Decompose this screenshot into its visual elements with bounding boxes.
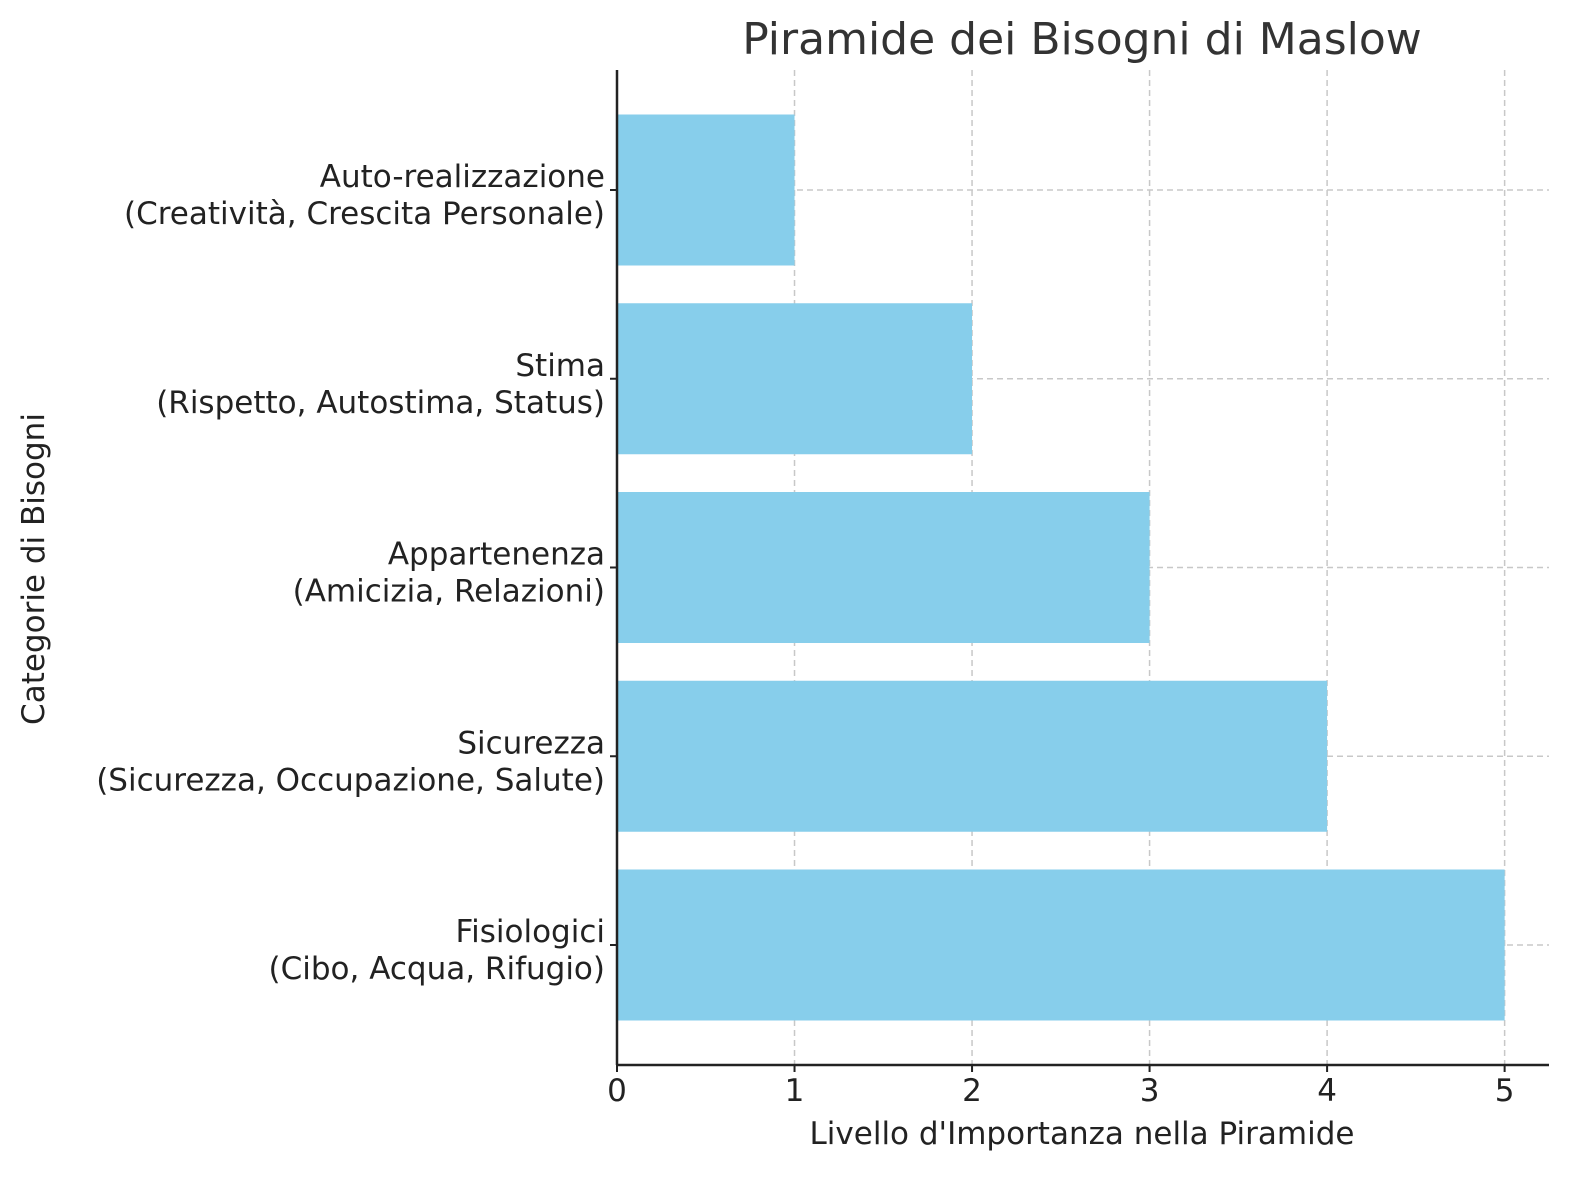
- x-tick-label: 5: [1495, 1073, 1515, 1109]
- category-label-line: Appartenenza: [388, 537, 605, 573]
- category-label: Appartenenza (Amicizia, Relazioni): [293, 537, 605, 610]
- chart-title: Piramide dei Bisogni di Maslow: [742, 14, 1422, 65]
- bar: [617, 492, 1150, 643]
- x-tick-label: 0: [607, 1073, 627, 1109]
- bars: [617, 114, 1505, 1021]
- x-axis-label: Livello d'Importanza nella Piramide: [810, 1116, 1355, 1152]
- x-tick-label: 3: [1140, 1073, 1160, 1109]
- x-tick-label: 2: [962, 1073, 982, 1109]
- category-labels: Auto-realizzazione (Creatività, Crescita …: [96, 159, 605, 987]
- bar: [617, 869, 1505, 1021]
- category-label-line: Fisiologici: [456, 914, 605, 950]
- axes: 0 1 2 3 4 5: [607, 70, 1549, 1109]
- x-tick-label: 4: [1317, 1073, 1337, 1109]
- category-label: Stima (Rispetto, Autostima, Status): [156, 348, 605, 421]
- category-label-line: (Sicurezza, Occupazione, Salute): [96, 762, 605, 798]
- bar: [617, 680, 1328, 832]
- category-label-line: Sicurezza: [457, 725, 605, 761]
- category-label: Auto-realizzazione (Creatività, Crescita …: [124, 159, 605, 232]
- category-label-line: (Cibo, Acqua, Rifugio): [268, 951, 605, 987]
- category-label-line: (Creatività, Crescita Personale): [124, 196, 605, 232]
- category-label-line: (Rispetto, Autostima, Status): [156, 385, 605, 421]
- bar: [617, 114, 795, 266]
- category-label-line: Stima: [515, 348, 605, 384]
- category-label-line: Auto-realizzazione: [320, 159, 605, 195]
- bar: [617, 303, 973, 455]
- x-tick-label: 1: [785, 1073, 805, 1109]
- category-label: Fisiologici (Cibo, Acqua, Rifugio): [268, 914, 605, 987]
- category-label: Sicurezza (Sicurezza, Occupazione, Salute…: [96, 725, 605, 798]
- category-label-line: (Amicizia, Relazioni): [293, 574, 605, 610]
- y-axis-label: Categorie di Bisogni: [16, 413, 52, 725]
